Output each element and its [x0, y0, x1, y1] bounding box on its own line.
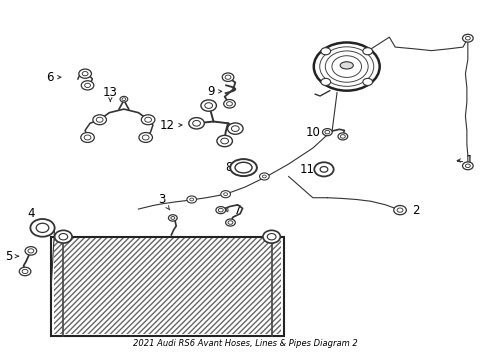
Circle shape [363, 48, 372, 55]
Ellipse shape [230, 159, 257, 176]
Circle shape [189, 118, 204, 129]
Circle shape [227, 123, 243, 134]
Circle shape [217, 135, 232, 147]
Text: 3: 3 [158, 193, 170, 210]
Circle shape [205, 103, 213, 108]
Circle shape [267, 234, 276, 240]
Circle shape [22, 269, 28, 274]
Circle shape [120, 96, 128, 102]
Circle shape [223, 100, 235, 108]
Circle shape [221, 138, 228, 144]
Text: 7: 7 [224, 204, 242, 217]
Circle shape [320, 167, 328, 172]
Text: 8: 8 [225, 161, 240, 174]
Circle shape [169, 215, 177, 221]
Text: 13: 13 [103, 86, 118, 102]
Circle shape [397, 208, 403, 212]
Text: 4: 4 [27, 207, 40, 224]
Text: 2: 2 [401, 204, 419, 217]
Circle shape [81, 81, 94, 90]
Circle shape [463, 34, 473, 42]
Circle shape [85, 83, 91, 87]
Circle shape [263, 230, 280, 243]
Circle shape [221, 191, 230, 198]
Circle shape [325, 130, 330, 134]
Circle shape [225, 75, 231, 79]
Text: 6: 6 [46, 71, 61, 84]
Ellipse shape [340, 62, 353, 69]
Circle shape [394, 206, 406, 215]
Ellipse shape [235, 162, 252, 173]
Bar [53, 238, 281, 334]
Circle shape [145, 117, 151, 122]
Text: 5: 5 [5, 250, 19, 263]
Bar [51, 237, 284, 336]
Circle shape [36, 223, 49, 233]
Text: 1: 1 [457, 154, 473, 167]
Circle shape [466, 36, 470, 40]
Circle shape [187, 196, 196, 203]
Circle shape [59, 234, 68, 240]
Circle shape [223, 193, 227, 195]
Text: 10: 10 [305, 126, 328, 139]
Circle shape [466, 164, 470, 168]
Circle shape [25, 247, 37, 255]
Circle shape [225, 219, 235, 226]
Circle shape [231, 126, 239, 131]
Text: 9: 9 [207, 85, 222, 98]
Circle shape [84, 135, 91, 140]
Circle shape [54, 230, 72, 243]
Circle shape [30, 219, 54, 237]
Circle shape [193, 121, 200, 126]
Circle shape [260, 173, 269, 180]
Circle shape [322, 129, 332, 136]
Circle shape [321, 78, 331, 85]
Circle shape [122, 98, 126, 100]
Circle shape [463, 162, 473, 170]
Text: 12: 12 [160, 118, 182, 131]
Circle shape [226, 102, 232, 106]
Circle shape [141, 115, 155, 125]
Circle shape [93, 115, 106, 125]
Circle shape [201, 100, 217, 111]
Circle shape [314, 42, 380, 91]
Circle shape [82, 72, 88, 76]
Circle shape [219, 208, 223, 212]
Circle shape [28, 249, 34, 253]
Circle shape [96, 117, 103, 122]
Circle shape [19, 267, 31, 276]
Circle shape [171, 216, 175, 219]
Circle shape [314, 162, 334, 176]
Circle shape [338, 133, 348, 140]
Circle shape [139, 132, 152, 143]
Text: 11: 11 [299, 163, 322, 176]
Circle shape [321, 48, 331, 55]
Text: 2021 Audi RS6 Avant Hoses, Lines & Pipes Diagram 2: 2021 Audi RS6 Avant Hoses, Lines & Pipes… [133, 339, 357, 348]
Circle shape [216, 207, 225, 214]
Circle shape [142, 135, 149, 140]
Circle shape [341, 135, 345, 138]
Circle shape [190, 198, 194, 201]
Circle shape [79, 69, 92, 78]
Circle shape [81, 132, 95, 143]
Circle shape [363, 78, 372, 85]
Circle shape [222, 73, 234, 81]
Circle shape [263, 175, 267, 178]
Circle shape [228, 221, 233, 224]
